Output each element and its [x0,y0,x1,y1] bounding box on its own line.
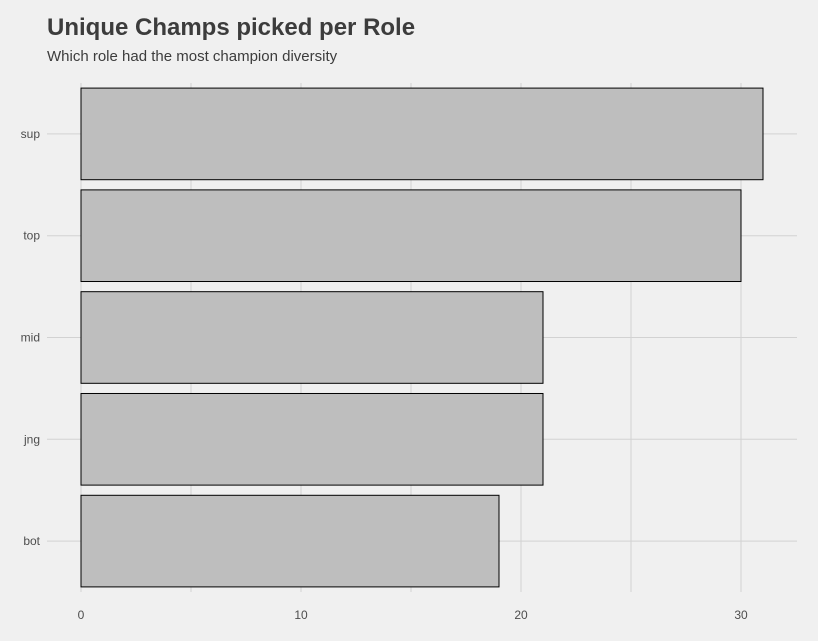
y-tick-label-jng: jng [23,432,40,446]
x-tick-label: 30 [734,608,748,622]
x-tick-label: 10 [294,608,308,622]
y-tick-label-top: top [23,229,40,243]
bar-mid [80,291,544,384]
bars [80,87,764,588]
y-tick-label-sup: sup [21,127,41,141]
bar-sup [80,87,764,181]
chart-subtitle: Which role had the most champion diversi… [47,48,338,65]
chart-title: Unique Champs picked per Role [47,14,416,41]
bar-top [80,189,742,283]
bar-jng [80,392,544,486]
y-tick-label-mid: mid [21,331,40,345]
y-tick-label-bot: bot [23,534,40,548]
x-tick-label: 0 [78,608,85,622]
bar-bot [80,494,500,588]
x-tick-label: 20 [514,608,528,622]
